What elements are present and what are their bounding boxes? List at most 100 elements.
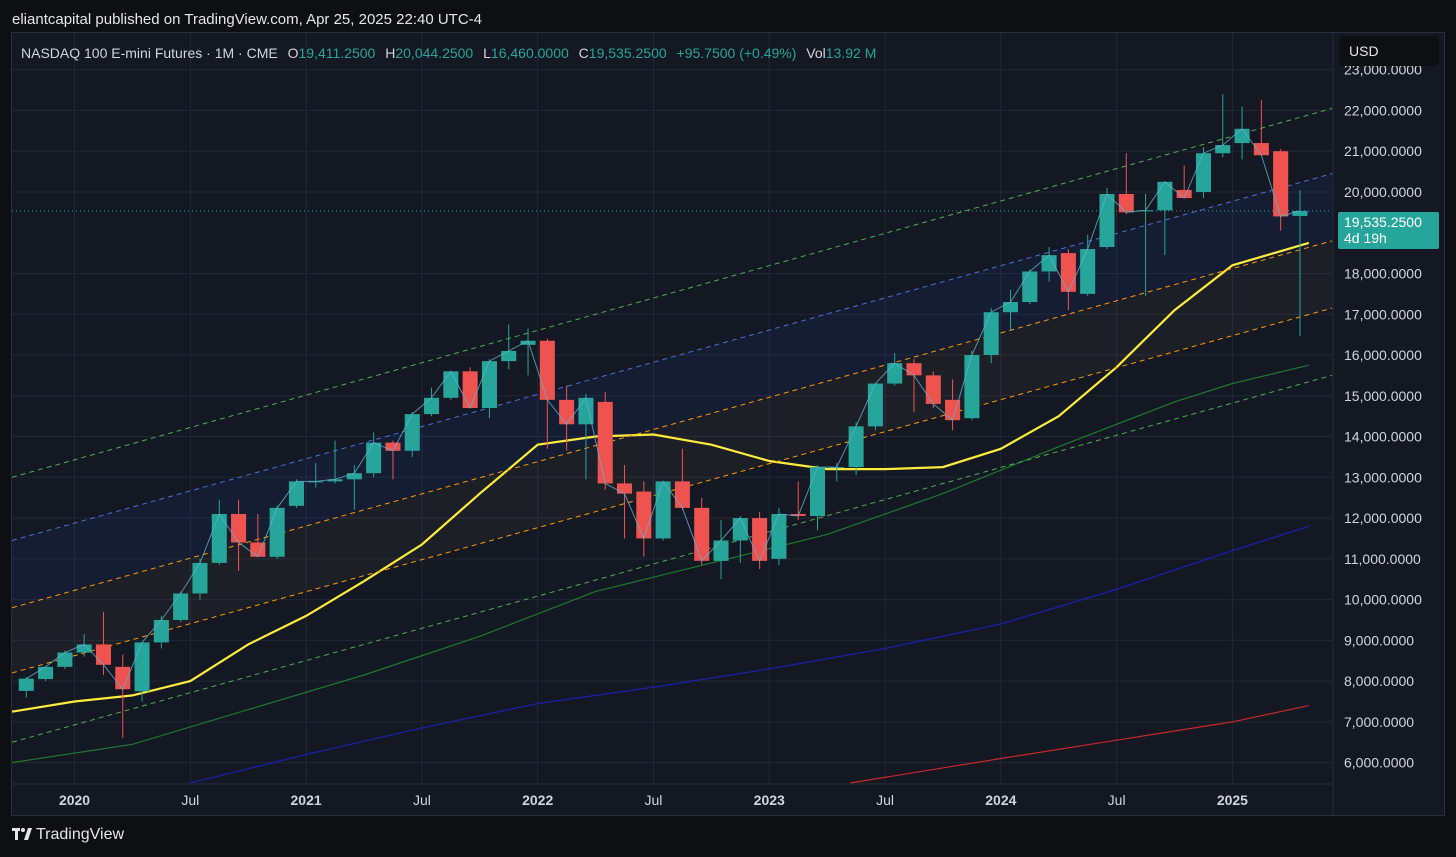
open-label: O (287, 45, 299, 61)
candle-body (964, 355, 980, 419)
candle-body (1080, 249, 1096, 294)
time-tick-label: 2020 (59, 792, 90, 808)
candle-body (674, 481, 690, 508)
time-tick-label: Jul (181, 792, 199, 808)
candle-body (578, 397, 594, 425)
candle-body (173, 593, 189, 620)
time-tick-label: 2025 (1217, 792, 1248, 808)
candle-body (18, 678, 34, 691)
candle-body (346, 473, 362, 480)
time-tick-label: Jul (645, 792, 663, 808)
time-tick-label: Jul (1108, 792, 1126, 808)
candle-body (404, 414, 420, 451)
candle-body (1041, 255, 1057, 272)
price-tick-label: 22,000.0000 (1344, 102, 1422, 118)
ma-green-line (11, 364, 1309, 764)
upper-band-fill (12, 173, 1332, 608)
ma-red-line (850, 705, 1309, 784)
channel-line-4 (11, 374, 1333, 743)
close-line (26, 128, 1301, 691)
publisher-caption: eliantcapital published on TradingView.c… (12, 11, 483, 28)
price-tick-label: 9,000.0000 (1344, 632, 1414, 648)
candle-body (443, 371, 459, 398)
last-price-tag: 19,535.2500 4d 19h (1338, 212, 1439, 249)
candle-body (1215, 145, 1231, 154)
candle-body (732, 518, 748, 541)
candle-body (1138, 210, 1154, 212)
currency-selector[interactable]: USD (1339, 36, 1439, 66)
time-tick-label: Jul (413, 792, 431, 808)
price-tick-label: 12,000.0000 (1344, 510, 1422, 526)
candle-body (906, 363, 922, 376)
candle-body (1022, 271, 1038, 303)
symbol-legend[interactable]: NASDAQ 100 E-mini Futures · 1M · CME O19… (21, 45, 876, 61)
candle-body (269, 507, 285, 557)
candle-body (655, 481, 671, 539)
candle-body (501, 350, 517, 362)
candle-body (1273, 151, 1289, 217)
volume-label: Vol (806, 45, 826, 61)
candle-body (366, 442, 382, 474)
time-tick-label: 2023 (754, 792, 785, 808)
open-value: 19,411.2500 (298, 45, 376, 61)
middle-band-fill (12, 240, 1332, 673)
candles (18, 94, 1308, 739)
candle-body (1195, 153, 1211, 192)
ma-yellow-line (11, 241, 1310, 713)
symbol-name[interactable]: NASDAQ 100 E-mini Futures · 1M · CME (21, 45, 278, 61)
candle-body (887, 363, 903, 384)
channel-bands (12, 173, 1332, 673)
low-value: 16,460.0000 (490, 45, 569, 61)
candle-body (809, 467, 826, 517)
regression-channel (11, 107, 1333, 743)
candle-body (1292, 210, 1308, 216)
ma-blue-line (190, 525, 1309, 784)
candle-body (153, 619, 169, 643)
candle-body (231, 513, 247, 543)
candle-body (385, 442, 401, 451)
candle-body (867, 383, 883, 427)
channel-line-1 (11, 173, 1333, 541)
candle-body (192, 562, 208, 594)
tradingview-logo[interactable]: TradingView (12, 826, 124, 844)
last-price-value: 19,535.2500 (1344, 214, 1422, 230)
price-tick-label: 11,000.0000 (1344, 551, 1421, 567)
footer-bar (0, 816, 1456, 857)
candle-body (1157, 181, 1173, 211)
candle-body (38, 666, 54, 680)
change-value: +95.7500 (+0.49%) (676, 45, 797, 61)
price-tick-label: 16,000.0000 (1344, 347, 1422, 363)
candle-body (1253, 143, 1269, 156)
candle-body (95, 644, 111, 665)
candle-body (76, 644, 92, 653)
high-value: 20,044.2500 (395, 45, 474, 61)
candle-body (1002, 302, 1019, 313)
time-tick-label: 2022 (522, 792, 553, 808)
candle-body (1060, 253, 1076, 292)
price-tick-label: 10,000.0000 (1344, 592, 1422, 608)
candle-body (211, 513, 227, 563)
candle-body (481, 361, 497, 408)
volume-value: 13.92 M (825, 45, 877, 61)
price-tick-label: 13,000.0000 (1344, 469, 1422, 485)
bar-countdown: 4d 19h (1344, 230, 1387, 246)
candle-body (713, 540, 729, 561)
price-tick-label: 7,000.0000 (1344, 714, 1414, 730)
candle-body (57, 652, 73, 667)
channel-line-2 (11, 240, 1333, 609)
price-tick-label: 14,000.0000 (1344, 429, 1422, 445)
candle-body (829, 467, 845, 469)
candle-body (424, 397, 440, 415)
price-tick-label: 8,000.0000 (1344, 673, 1414, 689)
candle-body (327, 479, 343, 482)
candle-body (539, 340, 555, 400)
price-tick-label: 18,000.0000 (1344, 265, 1422, 281)
price-axis: 23,000.000022,000.000021,000.000020,000.… (1344, 62, 1422, 771)
candle-body (597, 401, 613, 484)
low-label: L (483, 45, 491, 61)
channel-line-3 (11, 307, 1333, 674)
candle-body (636, 491, 652, 539)
candle-body (1176, 189, 1192, 199)
moving-averages (11, 241, 1310, 784)
